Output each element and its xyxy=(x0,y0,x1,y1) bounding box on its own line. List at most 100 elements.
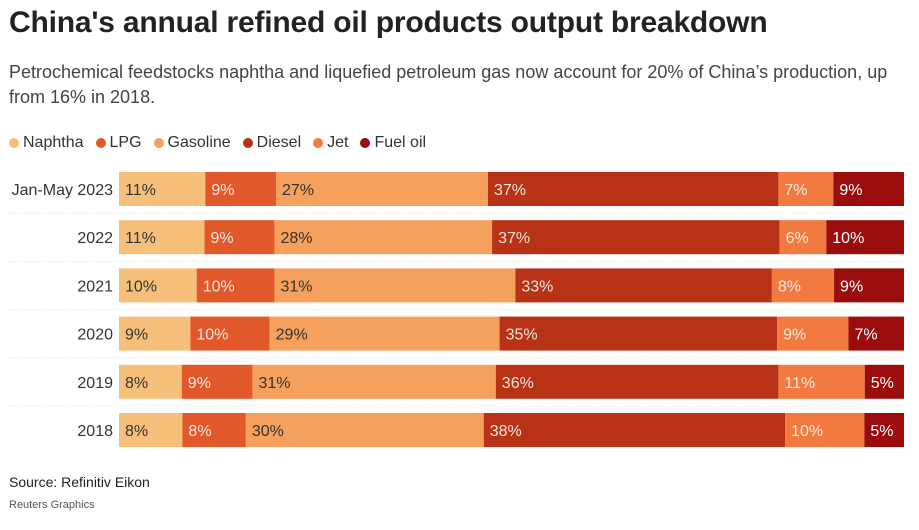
bar-segment-fuel-oil xyxy=(833,172,904,206)
data-label: 8% xyxy=(778,278,801,295)
data-label: 36% xyxy=(502,375,534,392)
data-label: 8% xyxy=(188,423,211,440)
bar-segment-diesel xyxy=(515,268,772,303)
bar-segment-diesel xyxy=(483,413,786,447)
data-label: 6% xyxy=(786,230,809,247)
bar-segment-gasoline xyxy=(276,172,488,206)
data-label: 10% xyxy=(125,278,157,295)
chart-subtitle: Petrochemical feedstocks naphtha and liq… xyxy=(9,62,888,107)
bar-segment-naphtha xyxy=(119,172,206,206)
bar-segment-gasoline xyxy=(269,316,500,351)
data-label: 9% xyxy=(211,182,234,199)
data-label: 28% xyxy=(280,230,312,247)
legend-item-lpg: LPG xyxy=(95,134,142,152)
data-label: 10% xyxy=(203,278,235,295)
data-label: 11% xyxy=(784,375,815,392)
bar-segment-gasoline xyxy=(274,268,516,303)
legend-label: Fuel oil xyxy=(374,134,427,151)
category-label: 2019 xyxy=(77,375,113,392)
source-note: Source: Refinitiv Eikon xyxy=(9,474,150,490)
bar-segment-lpg xyxy=(181,364,253,399)
bar-segment-fuel-oil xyxy=(848,316,904,351)
legend-swatch xyxy=(360,138,371,148)
legend-item-naphtha: Naphtha xyxy=(9,134,84,152)
bar-segment-jet xyxy=(778,364,865,399)
bar-segment-diesel xyxy=(495,364,779,399)
data-label: 10% xyxy=(791,423,823,440)
bar-segment-jet xyxy=(778,172,834,206)
data-label: 9% xyxy=(125,327,148,344)
legend-swatch xyxy=(153,138,164,148)
bar-segment-diesel xyxy=(492,220,780,255)
data-label: 31% xyxy=(280,278,312,295)
bar-segment-diesel xyxy=(487,172,779,206)
legend-label: LPG xyxy=(109,134,142,151)
bar-segment-fuel-oil xyxy=(864,364,904,399)
data-label: 38% xyxy=(490,423,522,440)
legend-label: Jet xyxy=(327,134,349,151)
data-label: 11% xyxy=(125,230,156,247)
bar-segment-gasoline xyxy=(274,220,493,255)
data-label: 7% xyxy=(784,182,807,199)
data-label: 9% xyxy=(188,375,211,392)
bar-segment-naphtha xyxy=(119,316,191,351)
category-label: 2022 xyxy=(77,230,113,247)
data-label: 5% xyxy=(871,375,894,392)
legend-label: Gasoline xyxy=(167,134,231,151)
legend-item-gasoline: Gasoline xyxy=(153,134,231,152)
bar-segment-diesel xyxy=(499,316,778,351)
bar-segment-fuel-oil xyxy=(834,268,904,303)
data-label: 31% xyxy=(258,375,290,392)
data-label: 33% xyxy=(521,278,553,295)
bar-segment-lpg xyxy=(182,413,246,447)
data-label: 11% xyxy=(125,182,156,199)
data-label: 9% xyxy=(840,278,863,295)
bar-segment-naphtha xyxy=(119,364,182,399)
data-label: 8% xyxy=(125,423,148,440)
bar-segment-jet xyxy=(779,220,827,255)
data-label: 37% xyxy=(498,230,530,247)
legend-label: Naphtha xyxy=(23,134,84,151)
legend-swatch xyxy=(9,138,19,148)
data-label: 5% xyxy=(870,423,893,440)
legend-swatch xyxy=(95,138,106,148)
legend-label: Diesel xyxy=(256,134,302,151)
data-label: 9% xyxy=(839,182,862,199)
legend: Naphtha LPG Gasoline Diesel Jet Fuel oil xyxy=(9,134,438,152)
legend-swatch xyxy=(313,138,324,148)
bar-segment-jet xyxy=(777,316,849,351)
data-label: 9% xyxy=(210,230,233,247)
data-label: 30% xyxy=(252,423,284,440)
data-label: 29% xyxy=(276,327,308,344)
data-label: 27% xyxy=(282,182,314,199)
legend-item-fuel-oil: Fuel oil xyxy=(360,134,426,152)
bar-segment-naphtha xyxy=(119,413,183,447)
bar-segment-fuel-oil xyxy=(864,413,904,447)
bar-segment-lpg xyxy=(190,316,270,351)
data-label: 7% xyxy=(854,327,877,344)
category-label: 2020 xyxy=(77,327,113,344)
chart-title: China's annual refined oil products outp… xyxy=(9,6,768,39)
bar-segment-lpg xyxy=(204,220,275,255)
data-label: 10% xyxy=(196,327,228,344)
bar-segment-fuel-oil xyxy=(826,220,904,255)
bar-segment-jet xyxy=(771,268,835,303)
bar-segment-lpg xyxy=(205,172,276,206)
category-label: 2018 xyxy=(77,423,113,440)
data-label: 8% xyxy=(125,375,148,392)
legend-swatch xyxy=(242,138,253,148)
data-label: 37% xyxy=(494,182,526,199)
bar-segment-naphtha xyxy=(119,220,205,255)
bar-segment-gasoline xyxy=(245,413,484,447)
bar-segment-jet xyxy=(785,413,865,447)
category-label: 2021 xyxy=(77,278,113,295)
bar-segment-gasoline xyxy=(252,364,496,399)
bar-segment-lpg xyxy=(196,268,275,303)
data-label: 9% xyxy=(783,327,806,344)
legend-item-jet: Jet xyxy=(313,134,348,152)
legend-item-diesel: Diesel xyxy=(242,134,302,152)
category-label: Jan-May 2023 xyxy=(12,182,113,199)
data-label: 35% xyxy=(506,327,538,344)
data-label: 10% xyxy=(832,230,864,247)
